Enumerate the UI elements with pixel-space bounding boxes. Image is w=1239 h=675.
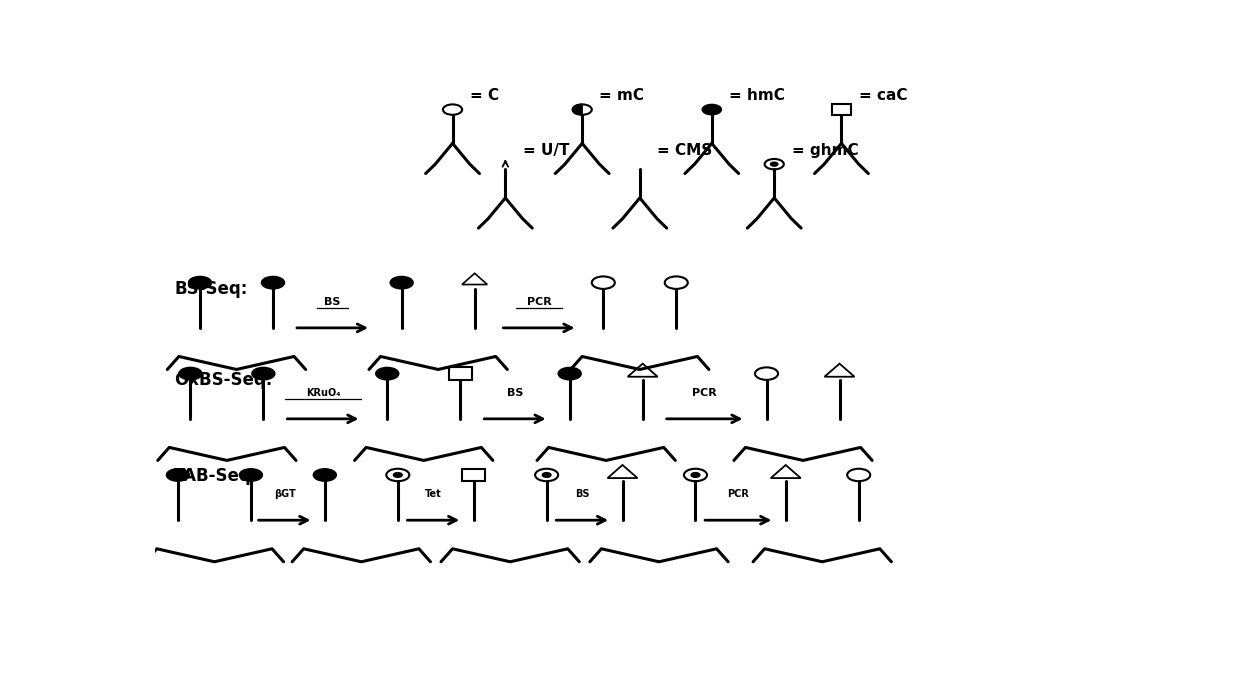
Circle shape [166,468,190,481]
Bar [831,105,851,115]
Text: Tet: Tet [425,489,442,500]
Text: BS: BS [507,388,523,398]
Text: PCR: PCR [693,388,717,398]
Text: = caC: = caC [859,88,907,103]
Circle shape [178,367,202,380]
Text: βGT: βGT [274,489,295,500]
Text: = C: = C [470,88,499,103]
Text: BS: BS [575,489,590,500]
Circle shape [558,367,581,380]
Circle shape [394,472,403,477]
Text: TAB-Seq:: TAB-Seq: [173,467,259,485]
Circle shape [188,277,212,289]
Circle shape [261,277,285,289]
Circle shape [543,472,551,477]
Circle shape [703,105,721,115]
Text: PCR: PCR [727,489,750,500]
Text: BS-Seq:: BS-Seq: [173,280,248,298]
Text: = U/T: = U/T [523,143,569,158]
Bar [449,367,472,380]
Wedge shape [572,105,582,115]
Text: PCR: PCR [527,297,551,307]
Circle shape [313,468,336,481]
Circle shape [390,277,413,289]
Circle shape [771,162,778,166]
Text: = hmC: = hmC [729,88,786,103]
Circle shape [691,472,700,477]
Bar [462,468,486,481]
Text: = mC: = mC [600,88,644,103]
Circle shape [252,367,275,380]
Text: = ghmC: = ghmC [792,143,859,158]
Text: = CMS: = CMS [657,143,712,158]
Text: BS: BS [325,297,341,307]
Circle shape [375,367,399,380]
Text: KRuO₄: KRuO₄ [306,388,341,398]
Text: OxBS-Seq:: OxBS-Seq: [173,371,273,389]
Circle shape [239,468,263,481]
